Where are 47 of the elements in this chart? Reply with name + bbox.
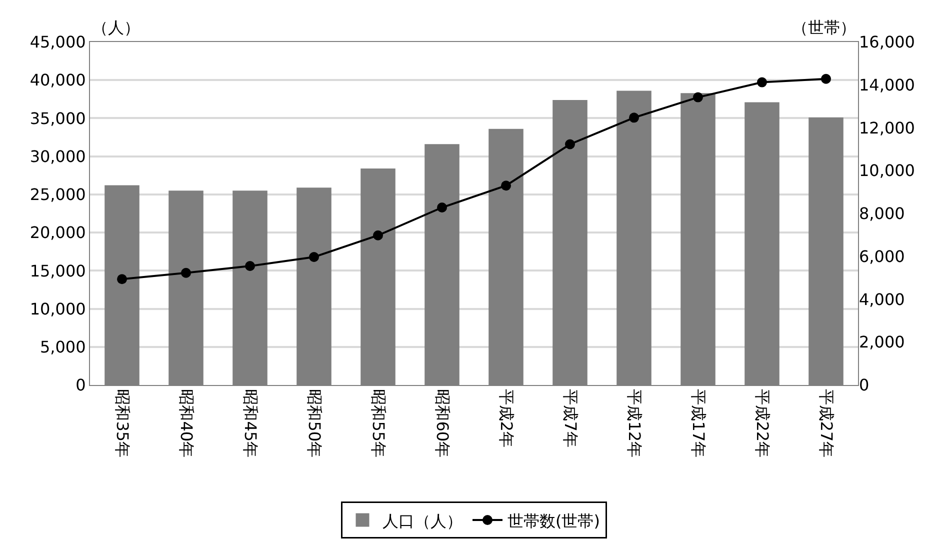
x-tick-label: 昭和55年 bbox=[368, 389, 388, 458]
x-tick-label: 平成27年 bbox=[816, 389, 836, 458]
x-tick-label: 昭和45年 bbox=[240, 389, 260, 458]
y2-tick-label: 0 bbox=[859, 376, 870, 395]
y2-tick-label: 4,000 bbox=[859, 290, 905, 309]
y-tick-label: 35,000 bbox=[30, 108, 86, 128]
point bbox=[565, 139, 575, 150]
y2-tick-label: 10,000 bbox=[859, 161, 915, 180]
legend-label: 人口（人） bbox=[382, 511, 462, 530]
y-tick-label: 0 bbox=[76, 376, 86, 395]
y-tick-label: 20,000 bbox=[30, 223, 86, 242]
y2-tick-label: 6,000 bbox=[859, 246, 905, 266]
y-tick-label: 40,000 bbox=[30, 70, 86, 90]
x-tick-label: 昭和60年 bbox=[432, 389, 452, 458]
x-tick-label: 昭和35年 bbox=[112, 389, 132, 458]
y2-tick-label: 8,000 bbox=[859, 204, 905, 224]
point bbox=[629, 112, 639, 123]
point bbox=[437, 202, 447, 212]
point bbox=[117, 274, 127, 284]
y-tick-label: 30,000 bbox=[30, 146, 86, 166]
point bbox=[501, 180, 511, 191]
y-tick-label: 45,000 bbox=[30, 32, 86, 52]
y-tick-label: 25,000 bbox=[30, 185, 86, 204]
y2-tick-label: 14,000 bbox=[859, 75, 915, 94]
legend-label: 世帯数(世帯) bbox=[508, 511, 600, 530]
y2-tick-label: 12,000 bbox=[859, 118, 915, 138]
x-tick-label: 平成22年 bbox=[752, 389, 772, 458]
y-tick-label: 5,000 bbox=[40, 337, 86, 356]
x-tick-label: 昭和50年 bbox=[304, 389, 324, 458]
point bbox=[309, 252, 319, 262]
point bbox=[373, 230, 383, 240]
y2-tick-label: 16,000 bbox=[859, 32, 915, 52]
point bbox=[821, 74, 831, 84]
y-tick-label: 10,000 bbox=[30, 299, 86, 318]
x-tick-label: 平成7年 bbox=[560, 389, 580, 448]
x-tick-label: 平成12年 bbox=[624, 389, 644, 458]
y2-axis-title: （世帯） bbox=[792, 18, 856, 37]
y2-tick-label: 2,000 bbox=[859, 332, 905, 352]
point bbox=[693, 92, 703, 102]
x-tick-label: 平成2年 bbox=[496, 389, 516, 448]
x-tick-label: 昭和40年 bbox=[176, 389, 196, 458]
point bbox=[757, 77, 767, 88]
point bbox=[245, 261, 255, 272]
point bbox=[181, 268, 191, 278]
x-tick-label: 平成17年 bbox=[688, 389, 708, 458]
y-tick-label: 15,000 bbox=[30, 261, 86, 280]
y-axis-title: （人） bbox=[92, 18, 140, 37]
